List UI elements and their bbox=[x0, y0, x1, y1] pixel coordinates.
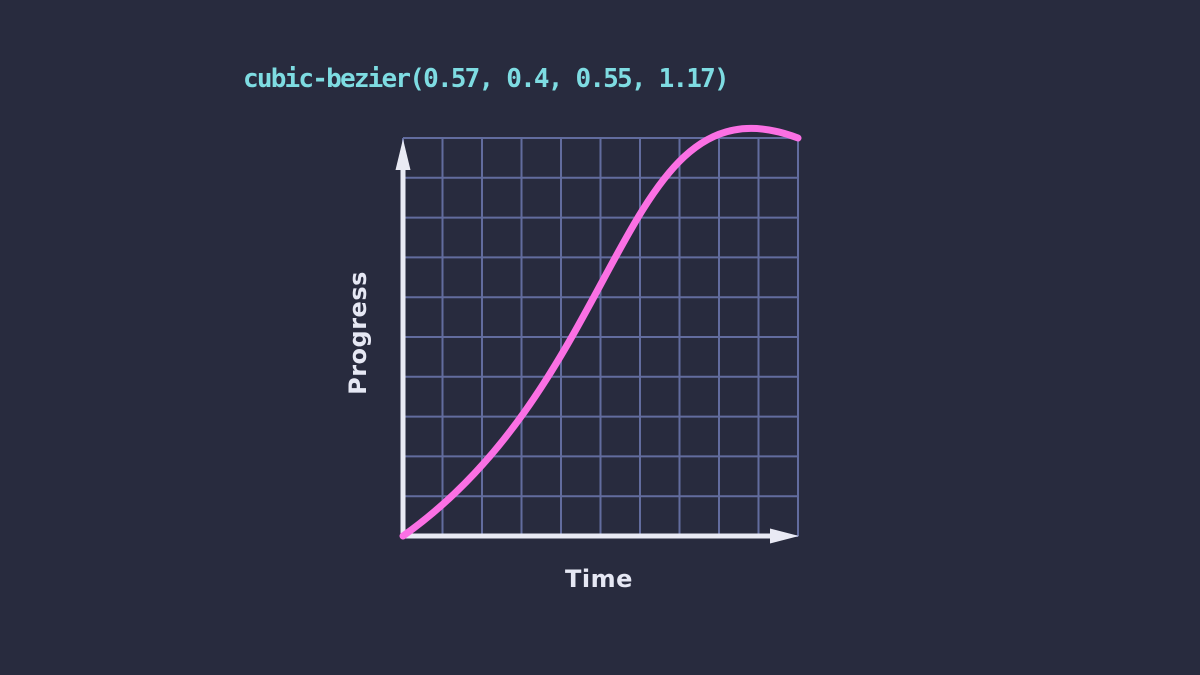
y-axis-label: Progress bbox=[344, 271, 372, 395]
x-axis-label: Time bbox=[565, 565, 633, 593]
bezier-easing-curve bbox=[399, 124, 802, 540]
x-axis-arrowhead bbox=[770, 528, 799, 544]
y-axis-arrowhead bbox=[395, 139, 411, 170]
chart-title: cubic-bezier(0.57, 0.4, 0.55, 1.17) bbox=[243, 64, 730, 94]
